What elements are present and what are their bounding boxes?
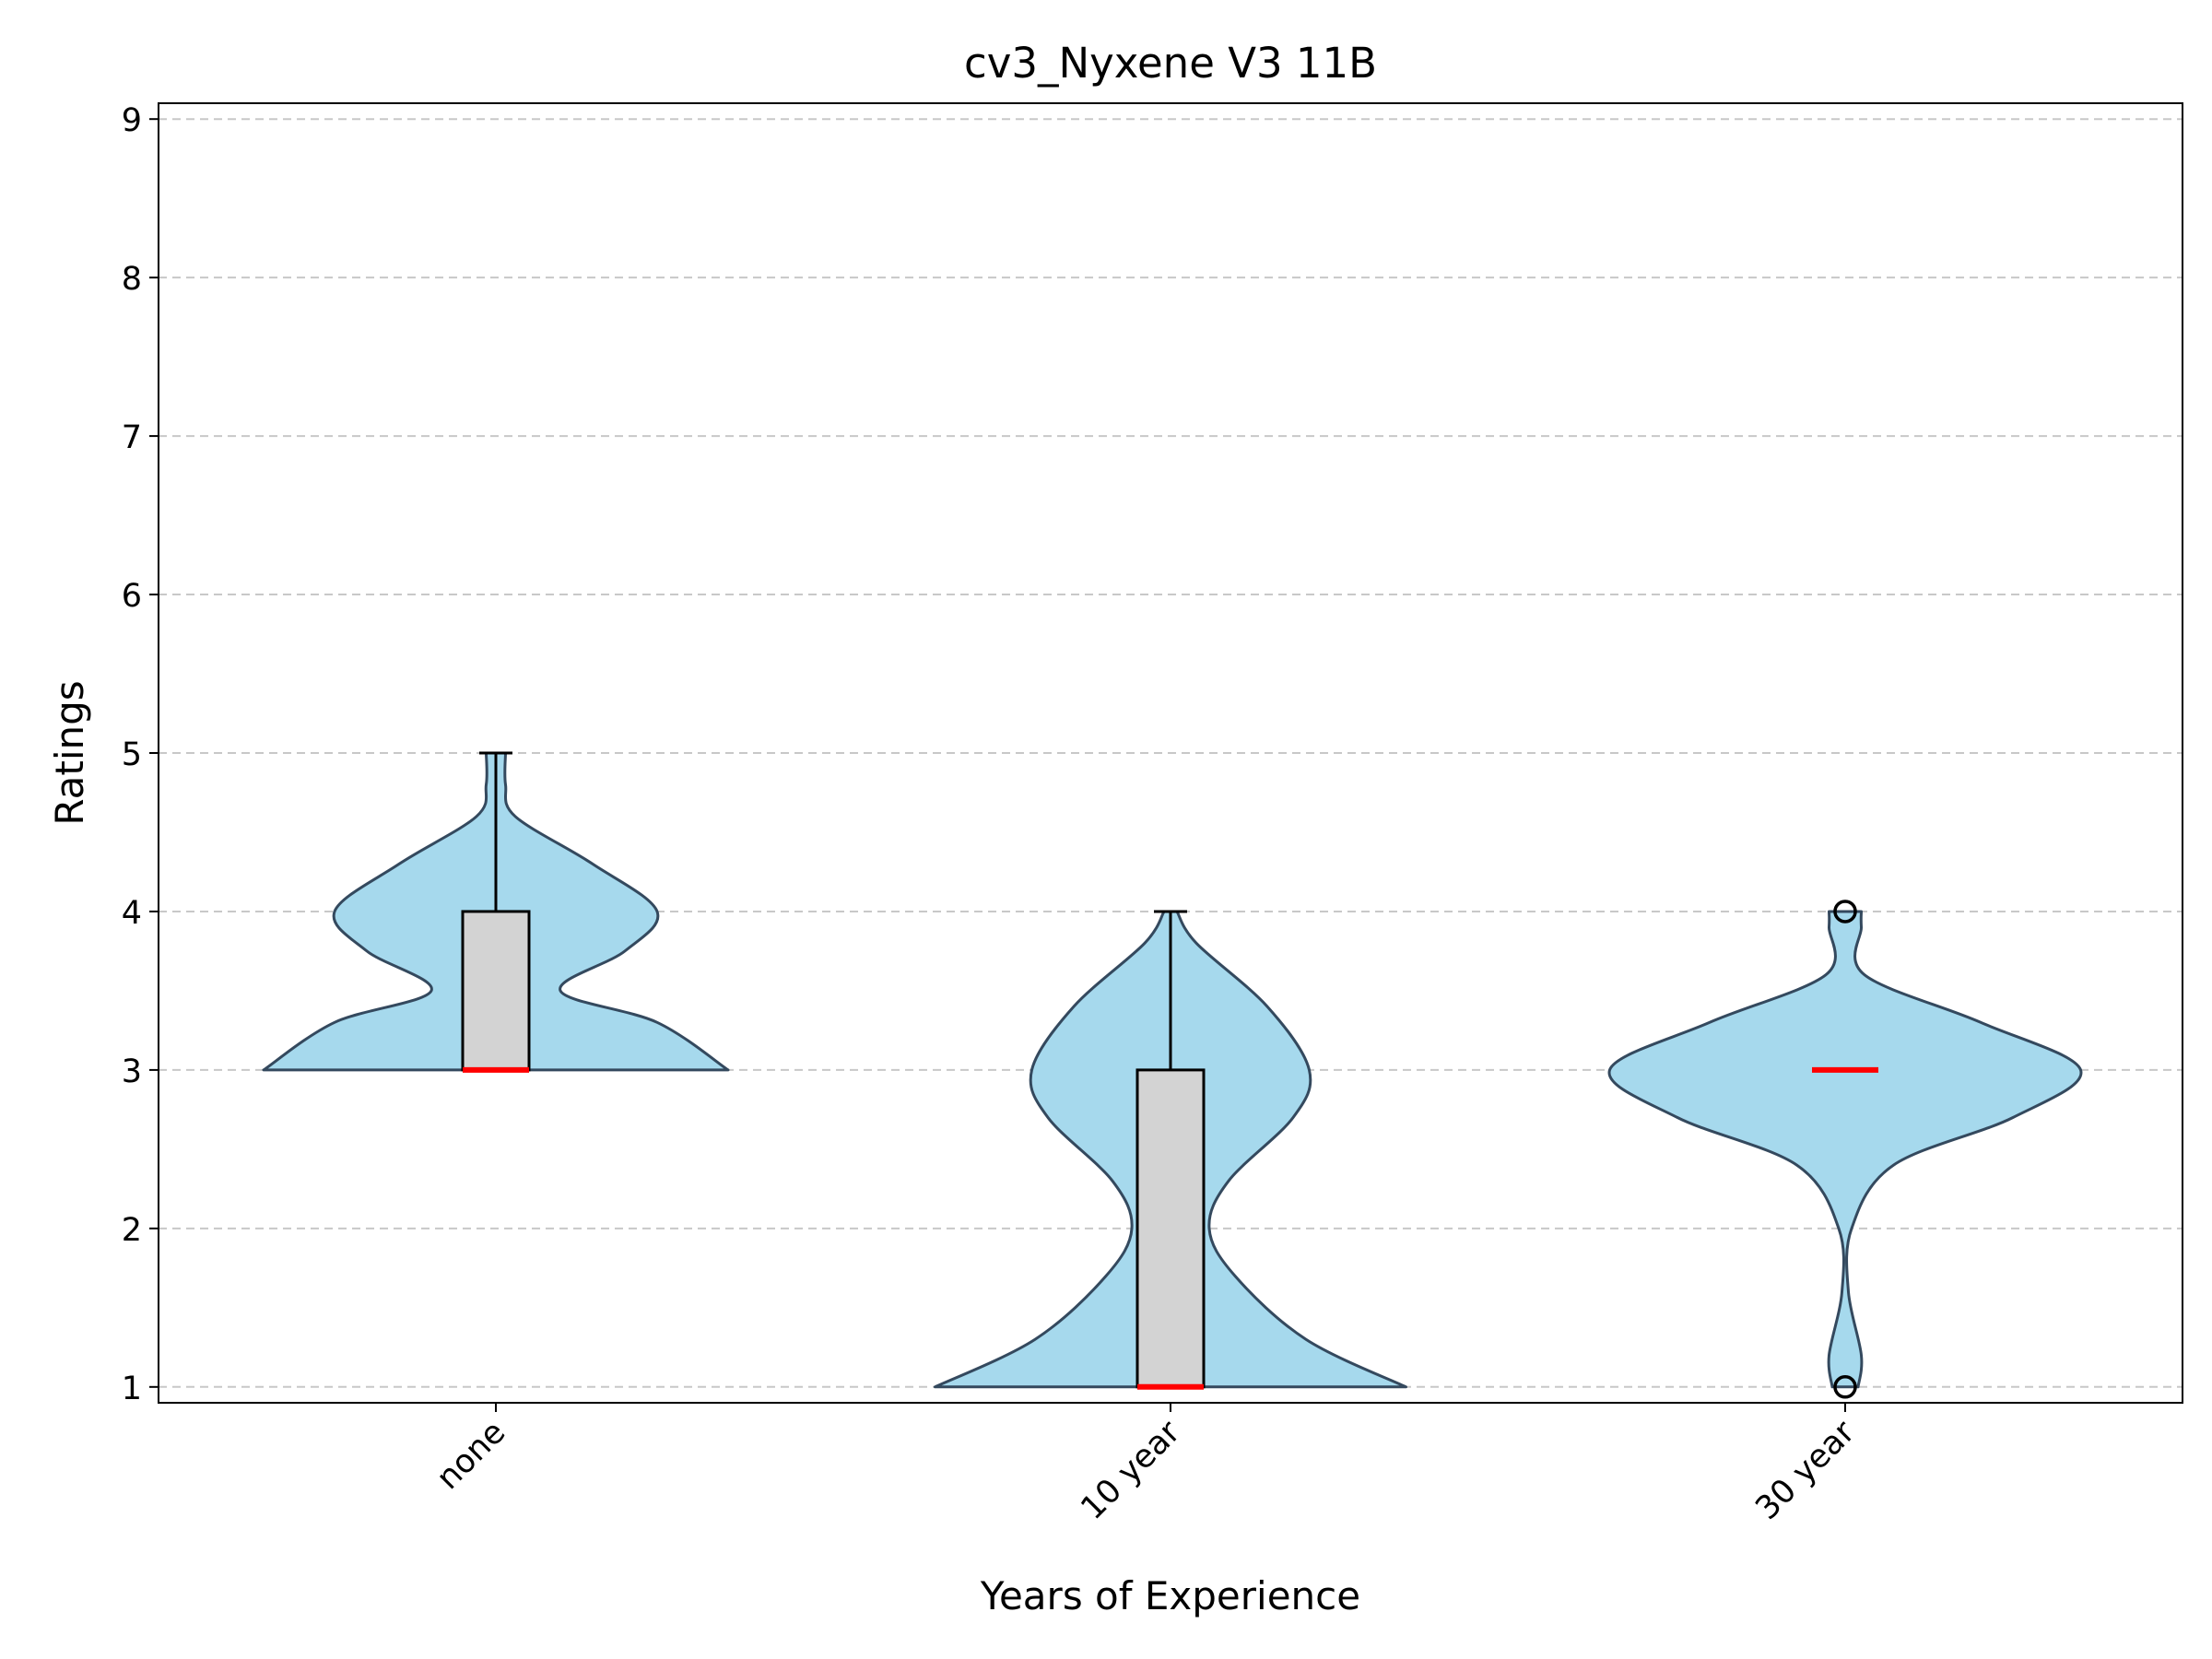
y-tick-label: 3 <box>122 1053 142 1090</box>
chart-title: cv3_Nyxene V3 11B <box>964 39 1377 88</box>
y-tick-label: 1 <box>122 1371 142 1407</box>
outlier-point <box>1833 1375 1857 1399</box>
box-iqr <box>461 910 531 1072</box>
boxplots <box>461 751 1878 1399</box>
y-tick-label: 2 <box>122 1212 142 1249</box>
y-tick-label: 7 <box>122 419 142 456</box>
y-tick-label: 5 <box>122 736 142 773</box>
y-tick-label: 8 <box>122 261 142 298</box>
y-tick-label: 9 <box>122 102 142 139</box>
y-axis-label: Ratings <box>47 680 92 825</box>
y-tick-label: 6 <box>122 578 142 615</box>
violin-body <box>1607 910 2083 1389</box>
box-iqr <box>1135 1068 1206 1389</box>
x-axis-label: Years of Experience <box>980 1573 1360 1618</box>
y-axis: 1 2 3 4 5 6 7 8 9 <box>122 102 159 1407</box>
y-tick-label: 4 <box>122 895 142 932</box>
outlier-point <box>1833 900 1857 924</box>
